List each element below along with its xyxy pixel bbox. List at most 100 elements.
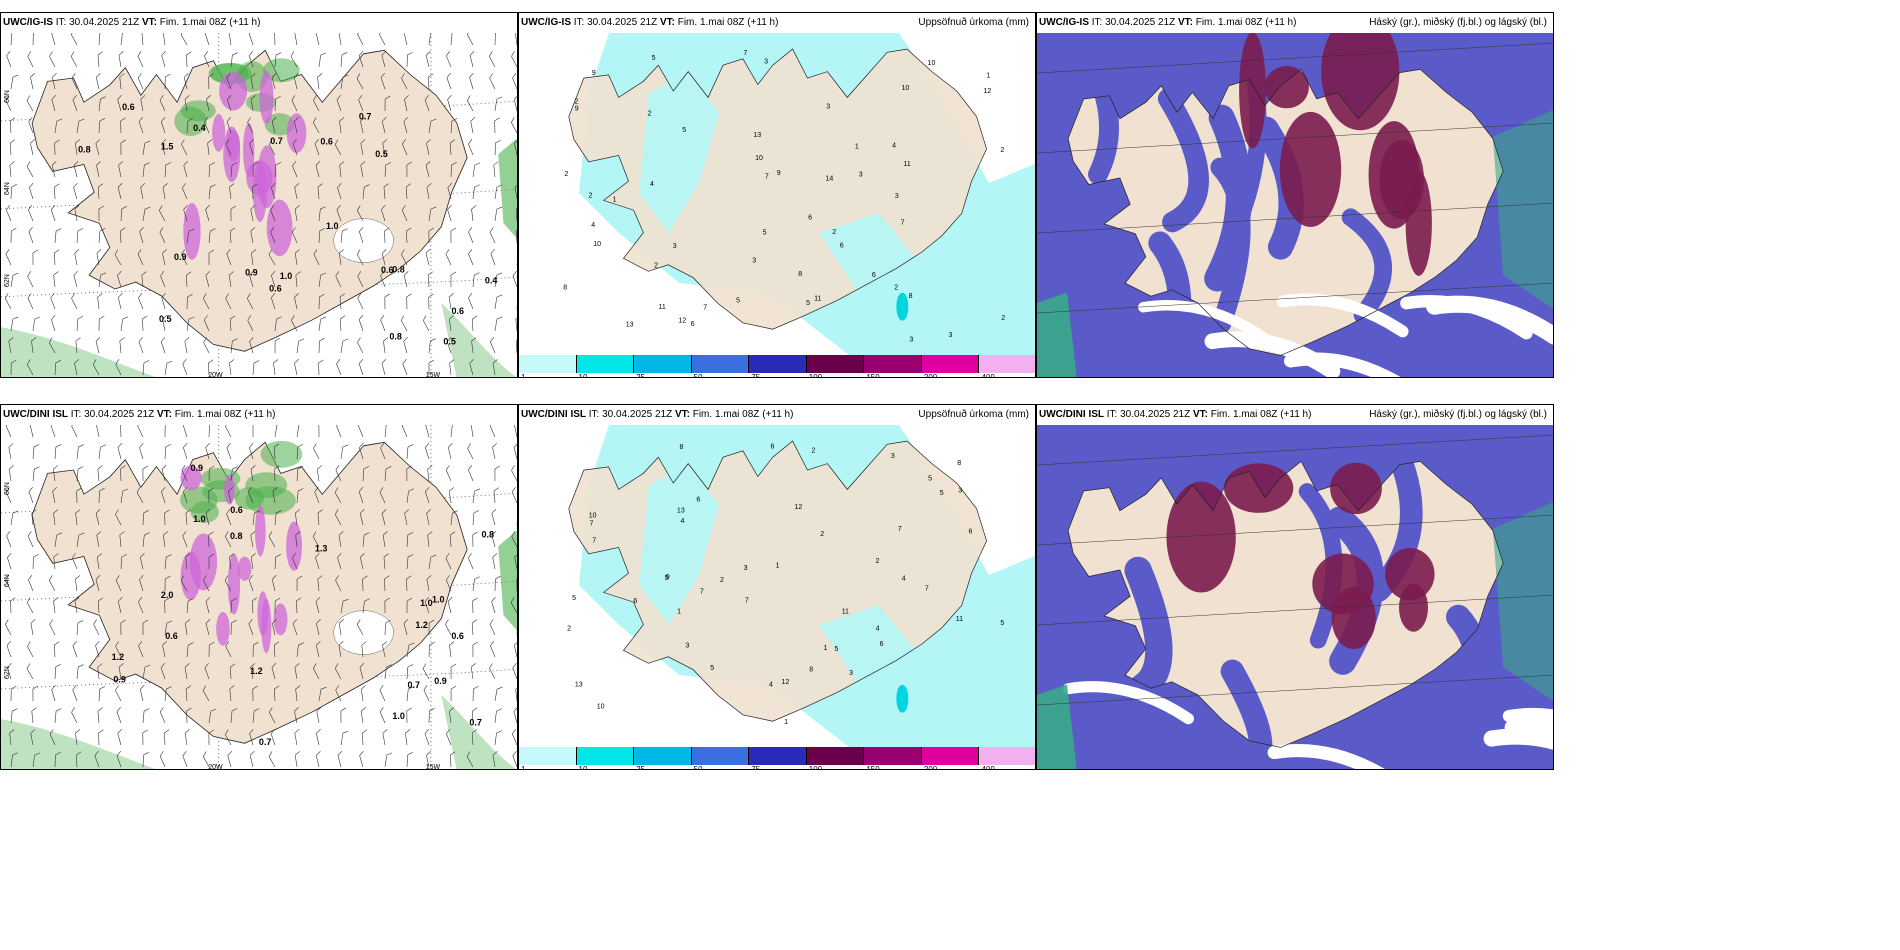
precip-value: 3 xyxy=(764,59,768,66)
init-time: IT: 30.04.2025 21Z xyxy=(68,409,157,420)
value-label: 1.2 xyxy=(250,666,263,676)
legend-tick: 1 xyxy=(521,765,526,770)
precip-value: 3 xyxy=(859,172,863,179)
precip-value: 13 xyxy=(677,507,685,514)
value-label: 0.8 xyxy=(78,145,91,155)
legend-tick: 100 xyxy=(808,373,823,378)
precip-value: 9 xyxy=(666,574,670,581)
value-label: 0.7 xyxy=(259,737,272,747)
legend-tick: 25 xyxy=(636,765,646,770)
precip-value: 1 xyxy=(823,645,827,652)
precip-value: 2 xyxy=(1000,147,1004,154)
precip-value: 4 xyxy=(876,625,880,632)
precip-value: 7 xyxy=(745,598,749,605)
valid-time-label: VT: xyxy=(1192,409,1208,420)
init-time: IT: 30.04.2025 21Z xyxy=(1104,409,1193,420)
precip-value: 14 xyxy=(826,175,834,182)
precip-value: 13 xyxy=(753,132,761,139)
value-label: 0.6 xyxy=(165,631,178,641)
precip-value: 2 xyxy=(654,262,658,269)
legend-swatch xyxy=(691,747,750,765)
precip-value: 3 xyxy=(958,487,962,494)
precip-value: 2 xyxy=(812,447,816,454)
model-name: UWC/IG-IS xyxy=(521,17,571,28)
legend-tick: 200 xyxy=(923,373,938,378)
valid-time-label: VT: xyxy=(156,409,172,420)
value-label: 0.4 xyxy=(193,123,206,133)
legend-swatch xyxy=(519,355,577,373)
precip-value: 10 xyxy=(593,241,601,248)
cloud-map xyxy=(1037,425,1553,769)
value-label: 0.9 xyxy=(434,676,447,686)
valid-time-label: VT: xyxy=(141,17,157,28)
legend-swatch xyxy=(634,355,692,373)
precip-value: 2 xyxy=(894,284,898,291)
latitude-label: 64N xyxy=(4,574,11,587)
precip-value: 4 xyxy=(892,143,896,150)
model-name: UWC/IG-IS xyxy=(1039,17,1089,28)
wind-map-panel: UWC/DINI ISL IT: 30.04.2025 21Z VT: Fim.… xyxy=(0,404,518,770)
precip-value: 7 xyxy=(898,526,902,533)
legend-swatch xyxy=(921,747,980,765)
precip-value: 7 xyxy=(592,537,596,544)
value-label: 0.9 xyxy=(113,674,126,684)
lead-time: (+11 h) xyxy=(241,409,276,420)
precip-value: 5 xyxy=(652,55,656,62)
precip-value: 9 xyxy=(575,105,579,112)
precip-value: 12 xyxy=(781,679,789,686)
precip-value: 6 xyxy=(808,214,812,221)
precip-value: 2 xyxy=(1001,315,1005,322)
precip-value: 6 xyxy=(969,528,973,535)
wind-map: 0.8 1.2 0.9 1.0 0.7 1.2 0.8 0.6 2.0 0.7 1.0 1.3 0.7 0… xyxy=(1,425,517,770)
model-name: UWC/DINI ISL xyxy=(521,409,586,420)
precip-value: 9 xyxy=(777,170,781,177)
precip-value: 7 xyxy=(703,304,707,311)
panel-title: Uppsöfnuð úrkoma (mm) xyxy=(918,17,1029,28)
legend-swatch xyxy=(634,747,692,765)
legend-swatch xyxy=(921,355,980,373)
precip-value: 3 xyxy=(685,643,689,650)
precip-value: 3 xyxy=(673,243,677,250)
precip-value: 3 xyxy=(909,337,913,344)
value-label: 1.2 xyxy=(415,620,428,630)
value-label: 1.0 xyxy=(193,514,206,524)
value-label: 0.4 xyxy=(485,276,498,286)
precip-value: 7 xyxy=(590,521,594,528)
longitude-label: 15W xyxy=(426,372,441,378)
precip-value: 1 xyxy=(784,719,788,726)
legend-tick: 200 xyxy=(923,765,938,770)
valid-time: Fim. 1.mai 08Z xyxy=(1192,17,1263,28)
panel-title: Uppsöfnuð úrkoma (mm) xyxy=(918,409,1029,420)
legend-tick: 400 xyxy=(981,765,995,770)
init-time: IT: 30.04.2025 21Z xyxy=(53,17,142,28)
precip-value: 1 xyxy=(776,563,780,570)
legend-swatch xyxy=(749,355,807,373)
precip-value: 2 xyxy=(648,111,652,118)
precip-value: 11 xyxy=(956,616,963,623)
precip-value: 10 xyxy=(928,60,936,67)
valid-time: Fim. 1.mai 08Z xyxy=(1207,409,1278,420)
wind-map: 0.8 0.9 1.0 0.6 0.6 0.6 0.5 0.4 0.5 0.5 1.5 0.8 0.7 0… xyxy=(1,33,517,378)
precip-value: 3 xyxy=(891,453,895,460)
panel-header: UWC/IG-IS IT: 30.04.2025 21Z VT: Fim. 1.… xyxy=(521,17,778,28)
precip-value: 11 xyxy=(904,161,911,168)
legend-swatch xyxy=(691,355,750,373)
value-label: 1.0 xyxy=(326,221,339,231)
value-label: 0.8 xyxy=(389,332,402,342)
legend-swatch xyxy=(806,355,865,373)
legend-swatch xyxy=(864,355,922,373)
value-label: 0.6 xyxy=(320,136,333,146)
value-label: 0.7 xyxy=(469,717,482,727)
lead-time: (+11 h) xyxy=(759,409,794,420)
precip-value: 13 xyxy=(626,322,634,329)
precip-value: 1 xyxy=(613,196,617,203)
value-label: 1.3 xyxy=(315,543,328,553)
precip-value: 2 xyxy=(564,171,568,178)
precip-value: 10 xyxy=(902,85,910,92)
precip-value: 8 xyxy=(909,293,913,300)
latitude-label: 62N xyxy=(4,666,11,679)
longitude-label: 15W xyxy=(426,764,441,770)
panel-header: UWC/DINI ISL IT: 30.04.2025 21Z VT: Fim.… xyxy=(1039,409,1311,420)
precip-value: 2 xyxy=(575,99,579,106)
precip-value: 7 xyxy=(765,174,769,181)
